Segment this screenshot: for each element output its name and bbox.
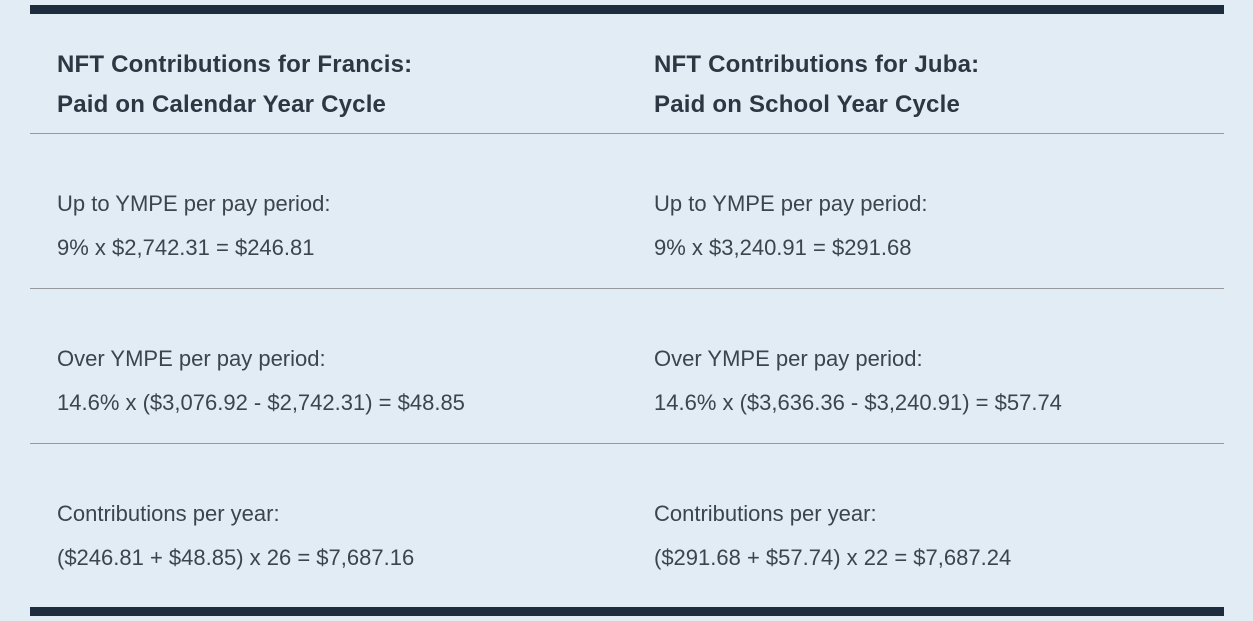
- row-formula: ($246.81 + $48.85) x 26 = $7,687.16: [57, 545, 415, 570]
- heading-line-1: NFT Contributions for Juba:: [654, 51, 980, 78]
- row-label: Up to YMPE per pay period:: [57, 191, 331, 216]
- divider: [30, 443, 1224, 444]
- row-formula: 14.6% x ($3,636.36 - $3,240.91) = $57.74: [654, 390, 1062, 415]
- table-cell-juba-over-ympe: Over YMPE per pay period: 14.6% x ($3,63…: [627, 289, 1224, 443]
- heading-line-1: NFT Contributions for Francis:: [57, 51, 413, 78]
- row-formula: 9% x $2,742.31 = $246.81: [57, 235, 315, 260]
- row-label: Over YMPE per pay period:: [654, 346, 923, 371]
- column-heading-francis: NFT Contributions for Francis: Paid on C…: [30, 14, 627, 133]
- table-cell-francis-per-year: Contributions per year: ($246.81 + $48.8…: [30, 444, 627, 598]
- row-formula: 9% x $3,240.91 = $291.68: [654, 235, 912, 260]
- column-heading-juba: NFT Contributions for Juba: Paid on Scho…: [627, 14, 1224, 133]
- row-label: Up to YMPE per pay period:: [654, 191, 928, 216]
- divider: [30, 133, 1224, 134]
- row-label: Over YMPE per pay period:: [57, 346, 326, 371]
- divider: [30, 288, 1224, 289]
- row-label: Contributions per year:: [57, 501, 280, 526]
- row-formula: ($291.68 + $57.74) x 22 = $7,687.24: [654, 545, 1012, 570]
- table-cell-juba-up-to-ympe: Up to YMPE per pay period: 9% x $3,240.9…: [627, 134, 1224, 288]
- table-cell-francis-over-ympe: Over YMPE per pay period: 14.6% x ($3,07…: [30, 289, 627, 443]
- comparison-grid: NFT Contributions for Francis: Paid on C…: [30, 14, 1224, 598]
- heading-line-2: Paid on School Year Cycle: [654, 91, 961, 118]
- table-cell-juba-per-year: Contributions per year: ($291.68 + $57.7…: [627, 444, 1224, 598]
- table-cell-francis-up-to-ympe: Up to YMPE per pay period: 9% x $2,742.3…: [30, 134, 627, 288]
- bottom-accent-bar: [30, 607, 1224, 616]
- row-formula: 14.6% x ($3,076.92 - $2,742.31) = $48.85: [57, 390, 465, 415]
- top-accent-bar: [30, 5, 1224, 14]
- heading-line-2: Paid on Calendar Year Cycle: [57, 91, 387, 118]
- table-content: NFT Contributions for Francis: Paid on C…: [30, 14, 1224, 598]
- row-label: Contributions per year:: [654, 501, 877, 526]
